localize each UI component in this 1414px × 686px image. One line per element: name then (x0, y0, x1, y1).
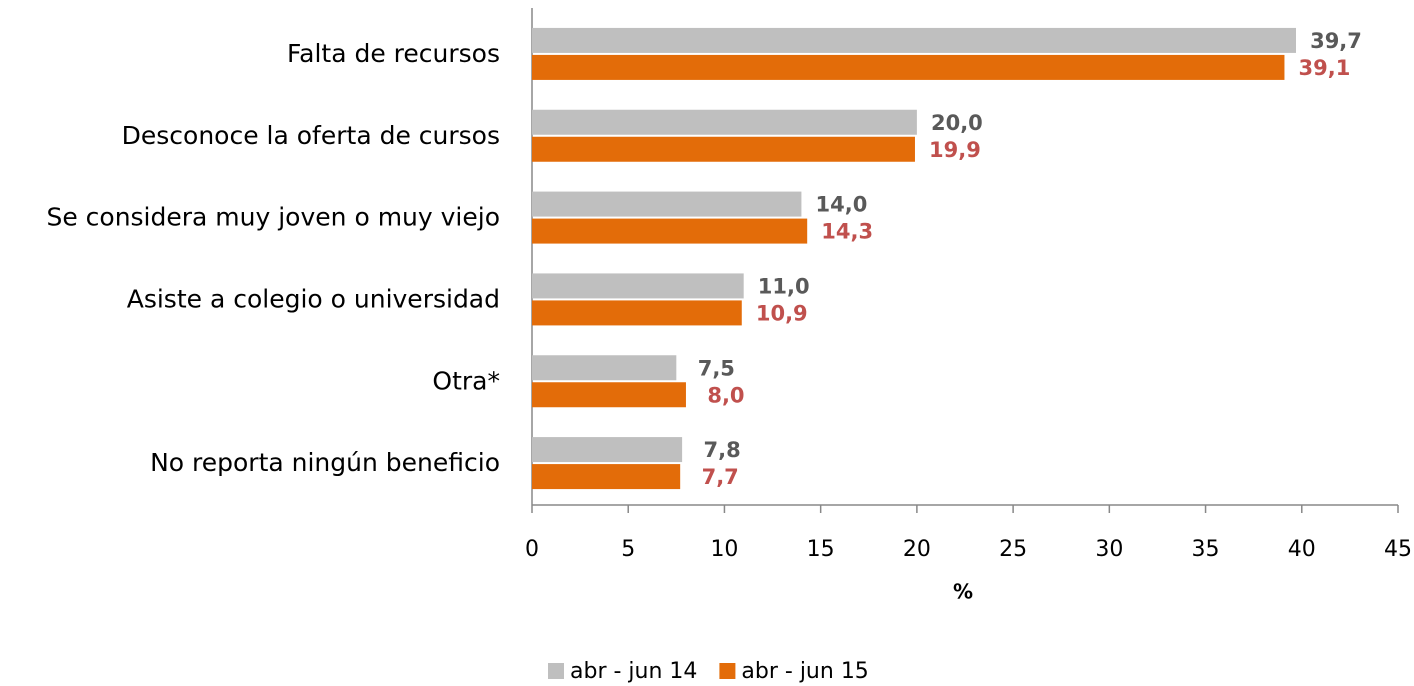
x-tick-label: 5 (621, 537, 635, 562)
bar (532, 437, 683, 463)
y-tick-label: Otra* (432, 366, 500, 395)
data-label: 11,0 (758, 274, 810, 298)
bar (532, 273, 744, 299)
y-tick-label: Desconoce la oferta de cursos (122, 121, 500, 150)
bar (532, 355, 677, 381)
x-tick-label: 35 (1192, 537, 1220, 562)
x-tick-label: 45 (1384, 537, 1412, 562)
data-label: 8,0 (707, 383, 744, 407)
y-tick-label: Falta de recursos (287, 39, 500, 68)
legend-swatch (548, 663, 564, 679)
bar (532, 218, 808, 244)
data-label: 7,8 (704, 438, 741, 462)
bar (532, 109, 917, 135)
bar (532, 136, 915, 162)
y-tick-label: No reporta ningún beneficio (150, 448, 500, 477)
x-tick-label: 25 (999, 537, 1027, 562)
legend-label: abr - jun 14 (570, 659, 697, 684)
x-axis-label: % (953, 580, 973, 604)
data-label: 7,7 (702, 465, 739, 489)
x-tick-label: 30 (1095, 537, 1123, 562)
x-tick-label: 10 (710, 537, 738, 562)
data-label: 7,5 (698, 356, 735, 380)
data-label: 10,9 (756, 301, 808, 325)
legend-swatch (719, 663, 736, 679)
x-tick-label: 15 (807, 537, 835, 562)
bar (532, 54, 1285, 80)
bar (532, 27, 1297, 53)
data-label: 39,1 (1299, 56, 1351, 80)
x-tick-label: 40 (1288, 537, 1316, 562)
bar (532, 300, 742, 326)
data-label: 20,0 (931, 111, 983, 135)
data-label: 14,3 (821, 220, 873, 244)
data-label: 19,9 (929, 138, 981, 162)
bar (532, 464, 681, 490)
bar (532, 191, 802, 217)
data-label: 14,0 (816, 193, 868, 217)
data-label: 39,7 (1310, 29, 1362, 53)
legend-label: abr - jun 15 (741, 659, 868, 684)
y-tick-label: Asiste a colegio o universidad (127, 284, 500, 313)
bar (532, 382, 686, 408)
x-tick-label: 20 (903, 537, 931, 562)
y-tick-label: Se considera muy joven o muy viejo (46, 203, 500, 232)
x-tick-label: 0 (525, 537, 539, 562)
